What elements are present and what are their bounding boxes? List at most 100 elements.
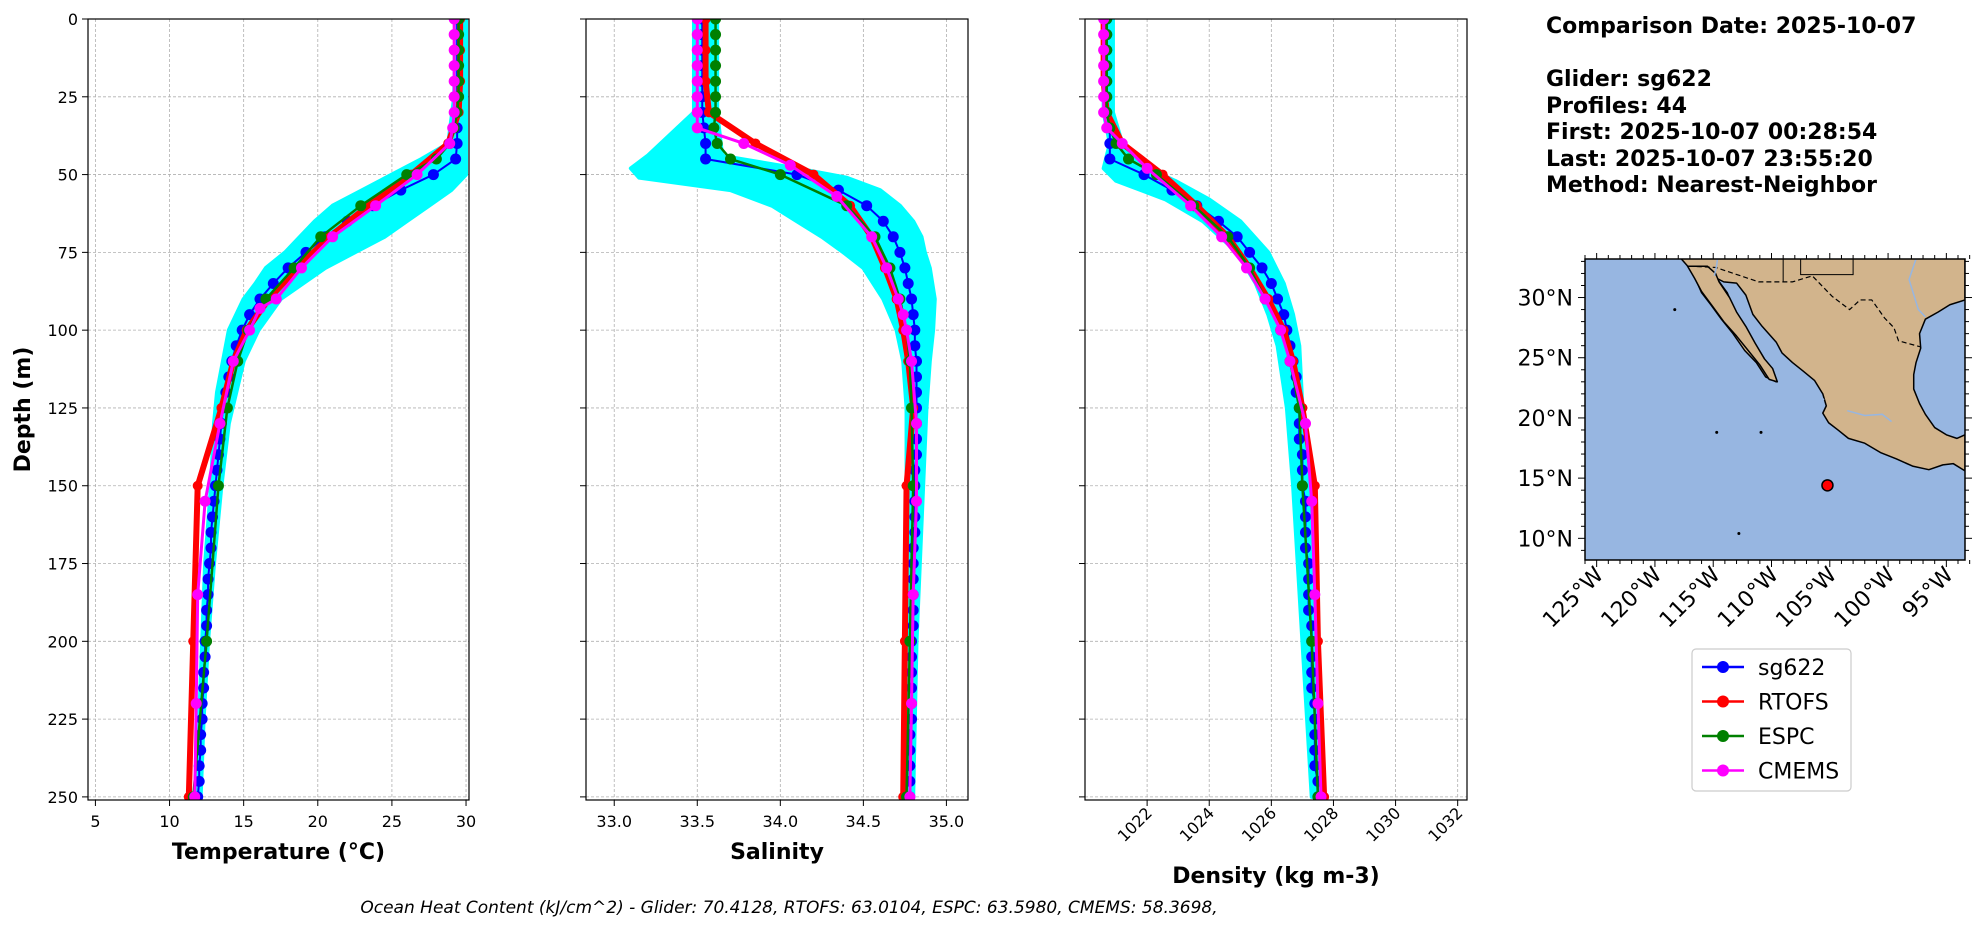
x-tick-label: 34.5 [846, 812, 882, 831]
cmems-point [1259, 293, 1271, 305]
cmems-point [448, 44, 460, 56]
cmems-point [411, 169, 423, 181]
cmems-profile [1098, 19, 1327, 800]
cmems-point [1116, 137, 1128, 149]
temperature-panel: 5 10 15 20 25 30 0 25 50 75 100 125 150 175 200 225 250 T… [11, 10, 476, 865]
cmems-point [831, 190, 843, 202]
map-lon-label: 125°W [1538, 562, 1609, 633]
map-lon-label: 105°W [1771, 562, 1842, 633]
temperature-grid [88, 18, 469, 800]
cmems-line [193, 19, 456, 797]
cmems-point [1312, 698, 1324, 710]
ocean-heat-content-footer: Ocean Heat Content (kJ/cm^2) - Glider: 7… [360, 898, 1218, 918]
espc-point [710, 75, 722, 87]
map-lon-label: 115°W [1655, 562, 1726, 633]
y-tick-label: 100 [47, 321, 78, 340]
state-border [1800, 259, 1854, 276]
cmems-point [448, 75, 460, 87]
cmems-point [691, 91, 703, 103]
cmems-point [1300, 418, 1312, 430]
cmems-point [691, 44, 703, 56]
cmems-point [904, 791, 916, 800]
rtofs-point [1309, 480, 1320, 491]
espc-point [774, 169, 786, 181]
cmems-point [1216, 231, 1228, 243]
espc-point [710, 91, 722, 103]
y-tick-label: 175 [47, 555, 78, 574]
x-tick-label: 30 [456, 812, 476, 831]
espc-point [724, 153, 736, 165]
x-tick-label: 20 [308, 812, 328, 831]
rtofs-point [700, 76, 711, 87]
cmems-point [1098, 106, 1110, 118]
cmems-point [1098, 91, 1110, 103]
espc-point [710, 44, 722, 56]
map-lat-label: 30°N [1518, 287, 1573, 312]
cmems-point [1098, 60, 1110, 72]
cmems-point [907, 589, 919, 601]
legend: sg622 RTOFS ESPC CMEMS [1691, 648, 1852, 792]
cmems-point [892, 293, 904, 305]
sg622-point [1265, 277, 1277, 289]
y-tick-label: 0 [68, 10, 78, 29]
map-lat-label: 15°N [1518, 467, 1573, 492]
y-tick-label: 125 [47, 399, 78, 418]
profile-count: Profiles: 44 [1546, 93, 1688, 119]
x-tick-label: 5 [90, 812, 100, 831]
comparison-info: Comparison Date: 2025-10-07 Glider: sg62… [1546, 14, 1916, 200]
sg622-point [906, 293, 918, 305]
cmems-point [448, 91, 460, 103]
x-tick-label: 1032 [1424, 803, 1466, 845]
comparison-date: Comparison Date: 2025-10-07 [1546, 14, 1917, 39]
espc-point [710, 106, 722, 118]
cmems-point [1098, 19, 1110, 25]
island [1759, 430, 1763, 434]
espc-point [201, 635, 213, 647]
rtofs-point [750, 138, 761, 149]
cmems-point [244, 324, 256, 336]
espc-point [430, 153, 442, 165]
cmems-point [1101, 122, 1113, 134]
glider-name: Glider: sg622 [1546, 67, 1712, 92]
y-tick-label: 75 [58, 243, 78, 262]
island [1673, 308, 1677, 312]
first-profile-time: First: 2025-10-07 00:28:54 [1546, 120, 1878, 145]
cmems-point [448, 60, 460, 72]
map-layers [1673, 259, 1965, 536]
cmems-point [327, 231, 339, 243]
x-axis-label: Salinity [730, 840, 824, 865]
legend-box [1691, 648, 1852, 792]
x-tick-label: 33.5 [679, 812, 715, 831]
x-axis-label: Temperature (°C) [172, 840, 385, 865]
espc-point [212, 480, 224, 492]
salinity-axes-frame [585, 18, 969, 801]
sg622-point [1272, 293, 1284, 305]
map-lon-label: 110°W [1713, 562, 1784, 633]
cmems-point [906, 698, 918, 710]
cmems-profile [691, 19, 923, 800]
island [1737, 532, 1741, 536]
cmems-point [444, 137, 456, 149]
cmems-point [866, 231, 878, 243]
sg622-point [700, 153, 712, 165]
cmems-point [1275, 324, 1287, 336]
x-tick-label: 34.0 [763, 812, 799, 831]
espc-point [710, 19, 722, 25]
legend-label: sg622 [1758, 656, 1825, 681]
salinity-panel: 33.0 33.5 34.0 34.5 35.0 Salinity [580, 18, 969, 865]
cmems-point [691, 122, 703, 134]
legend-swatch-marker [1717, 695, 1729, 708]
cmems-point [691, 29, 703, 41]
river [1796, 393, 1825, 407]
cmems-point [189, 791, 201, 800]
espc-point [1296, 480, 1308, 492]
x-tick-label: 10 [159, 812, 179, 831]
map-lat-label: 10°N [1518, 527, 1573, 552]
espc-point [401, 169, 413, 181]
density-panel: 1022 1024 1026 1028 1030 1032 Density (kg m-3) [1079, 18, 1468, 889]
cmems-point [192, 589, 204, 601]
river [1713, 259, 1719, 277]
espc-point [710, 60, 722, 72]
x-tick-label: 15 [233, 812, 253, 831]
